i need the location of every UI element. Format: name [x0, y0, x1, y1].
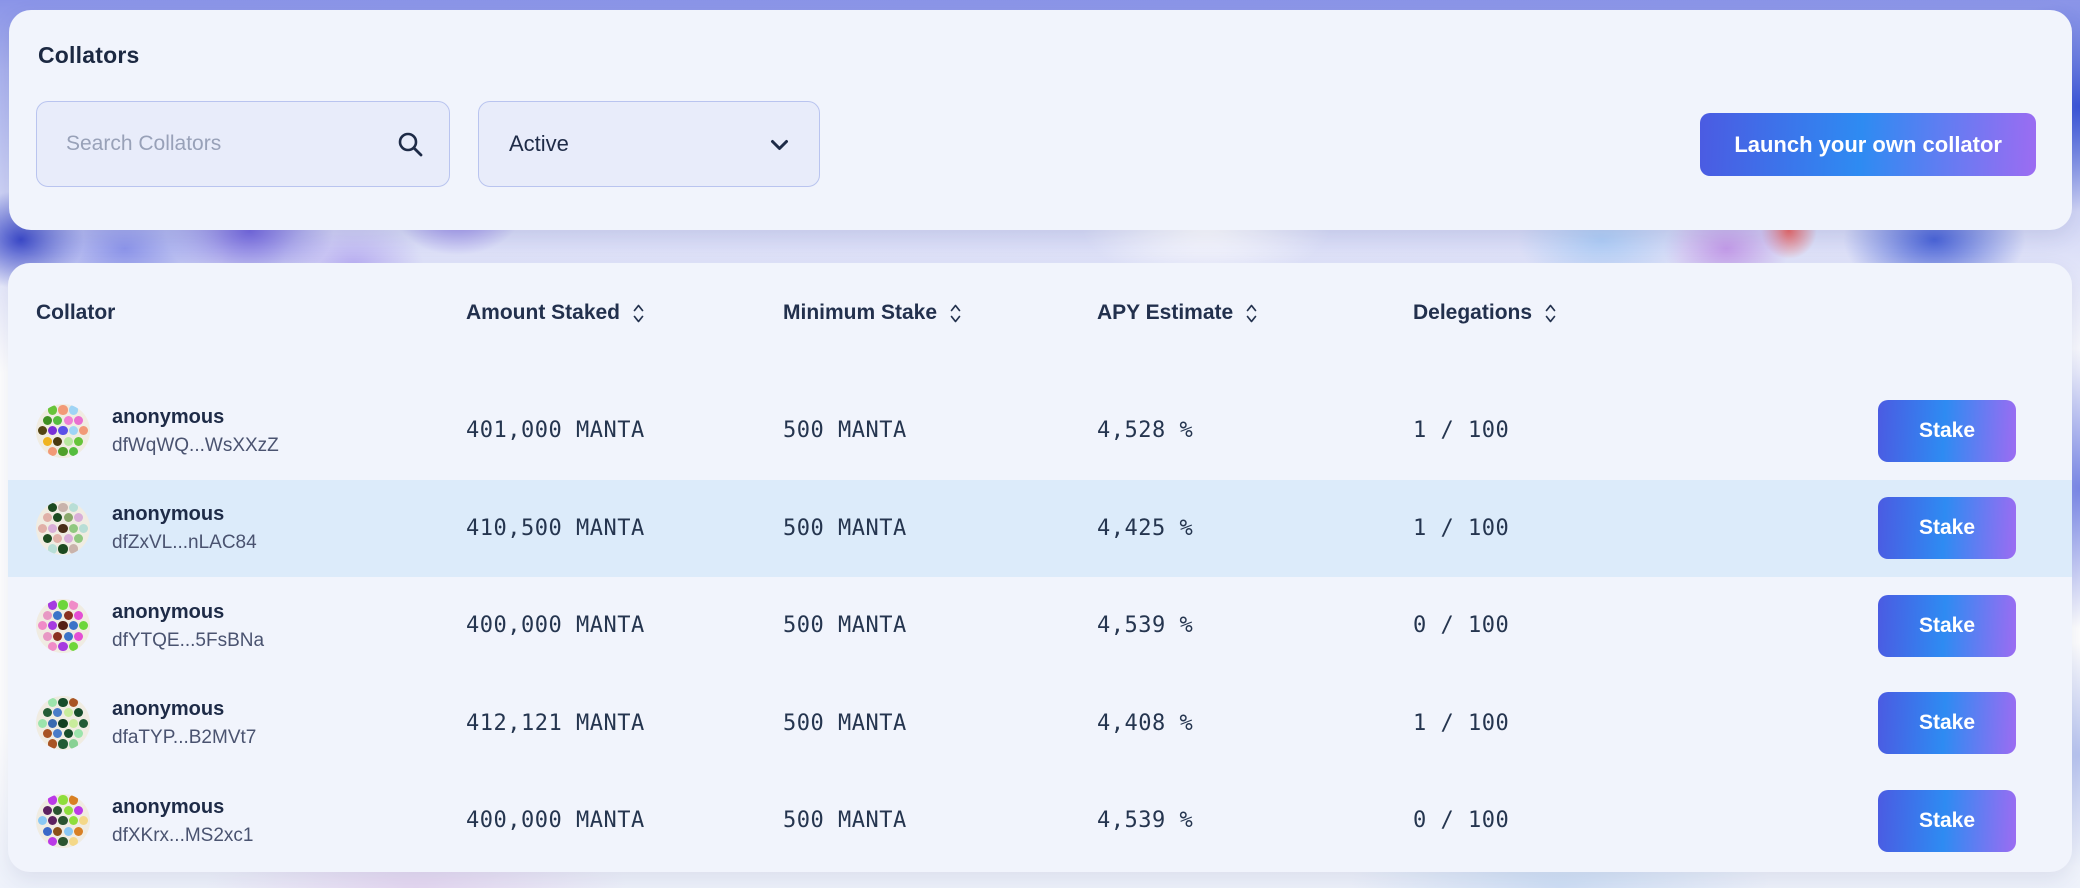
column-label: Minimum Stake — [783, 301, 938, 324]
collator-name: anonymous — [112, 698, 225, 721]
sort-icon — [1545, 304, 1556, 322]
controls-row: Active — [36, 101, 820, 187]
column-header-delegations[interactable]: Delegations — [1413, 301, 1878, 325]
sort-icon — [950, 304, 961, 322]
column-header-apy-estimate[interactable]: APY Estimate — [1097, 301, 1413, 325]
collator-name: anonymous — [112, 795, 225, 818]
table-body: anonymous dfWqWQ...WsXXzZ 401,000 MANTA 500… — [8, 382, 2072, 870]
search-input[interactable] — [64, 131, 395, 157]
sort-icon — [633, 304, 644, 322]
stake-button[interactable]: Stake — [1878, 399, 2016, 462]
collator-row[interactable]: anonymous dfWqWQ...WsXXzZ 401,000 MANTA 500… — [8, 382, 2072, 480]
column-header-minimum-stake[interactable]: Minimum Stake — [783, 301, 1097, 325]
search-field[interactable] — [36, 101, 450, 187]
apy-estimate-value: 4,528 % — [1097, 418, 1194, 444]
amount-staked-value: 412,121 MANTA — [466, 710, 645, 736]
minimum-stake-value: 500 MANTA — [783, 418, 907, 444]
collator-address: dfXKrx...MS2xc1 — [112, 824, 254, 846]
sort-icon — [1246, 304, 1257, 322]
collator-identicon-avatar — [36, 403, 90, 458]
amount-staked-value: 401,000 MANTA — [466, 418, 645, 444]
collators-header-card: Collators Active Launch your own collato… — [9, 10, 2072, 230]
collator-name: anonymous — [112, 503, 225, 526]
collator-row[interactable]: anonymous dfZxVL...nLAC84 410,500 MANTA 500… — [8, 479, 2072, 577]
search-icon — [395, 129, 425, 159]
status-filter-dropdown[interactable]: Active — [478, 101, 820, 187]
amount-staked-value: 400,000 MANTA — [466, 808, 645, 834]
apy-estimate-value: 4,539 % — [1097, 808, 1194, 834]
collator-address: dfYTQE...5FsBNa — [112, 629, 265, 651]
collator-identicon-avatar — [36, 598, 90, 653]
stake-button[interactable]: Stake — [1878, 692, 2016, 755]
stake-button[interactable]: Stake — [1878, 594, 2016, 657]
delegations-value: 1 / 100 — [1413, 515, 1510, 541]
delegations-value: 0 / 100 — [1413, 613, 1510, 639]
collator-address: dfWqWQ...WsXXzZ — [112, 434, 279, 456]
delegations-value: 1 / 100 — [1413, 710, 1510, 736]
collator-row[interactable]: anonymous dfXKrx...MS2xc1 400,000 MANTA 500… — [8, 772, 2072, 870]
collator-identicon-avatar — [36, 501, 90, 556]
minimum-stake-value: 500 MANTA — [783, 613, 907, 639]
collator-address: dfZxVL...nLAC84 — [112, 532, 257, 554]
minimum-stake-value: 500 MANTA — [783, 710, 907, 736]
collator-row[interactable]: anonymous dfYTQE...5FsBNa 400,000 MANTA 500… — [8, 577, 2072, 675]
column-header-collator: Collator — [36, 301, 466, 325]
collator-identity: anonymous dfWqWQ...WsXXzZ — [36, 403, 466, 458]
page-title: Collators — [38, 42, 140, 68]
amount-staked-value: 410,500 MANTA — [466, 515, 645, 541]
apy-estimate-value: 4,425 % — [1097, 515, 1194, 541]
stake-button[interactable]: Stake — [1878, 497, 2016, 560]
column-label: Collator — [36, 301, 116, 324]
collator-row[interactable]: anonymous dfaTYP...B2MVt7 412,121 MANTA 500… — [8, 675, 2072, 773]
collator-name: anonymous — [112, 405, 225, 428]
chevron-down-icon — [766, 131, 793, 158]
apy-estimate-value: 4,408 % — [1097, 710, 1194, 736]
minimum-stake-value: 500 MANTA — [783, 808, 907, 834]
delegations-value: 1 / 100 — [1413, 418, 1510, 444]
status-filter-value: Active — [509, 131, 569, 156]
launch-collator-button[interactable]: Launch your own collator — [1700, 113, 2036, 176]
column-label: Amount Staked — [466, 301, 621, 324]
column-label: APY Estimate — [1097, 301, 1234, 324]
collator-address: dfaTYP...B2MVt7 — [112, 727, 257, 749]
collator-name: anonymous — [112, 600, 225, 623]
column-label: Delegations — [1413, 301, 1533, 324]
stake-button[interactable]: Stake — [1878, 789, 2016, 852]
collator-identicon-avatar — [36, 793, 90, 848]
collator-identity: anonymous dfZxVL...nLAC84 — [36, 501, 466, 556]
column-header-amount-staked[interactable]: Amount Staked — [466, 301, 783, 325]
apy-estimate-value: 4,539 % — [1097, 613, 1194, 639]
minimum-stake-value: 500 MANTA — [783, 515, 907, 541]
collator-identity: anonymous dfYTQE...5FsBNa — [36, 598, 466, 653]
table-header-row: Collator Amount Staked Minimum Stake APY Es… — [8, 293, 2072, 349]
collator-identicon-avatar — [36, 696, 90, 751]
collators-table-card: Collator Amount Staked Minimum Stake APY Es… — [8, 263, 2072, 872]
amount-staked-value: 400,000 MANTA — [466, 613, 645, 639]
collator-identity: anonymous dfaTYP...B2MVt7 — [36, 696, 466, 751]
delegations-value: 0 / 100 — [1413, 808, 1510, 834]
collator-identity: anonymous dfXKrx...MS2xc1 — [36, 793, 466, 848]
